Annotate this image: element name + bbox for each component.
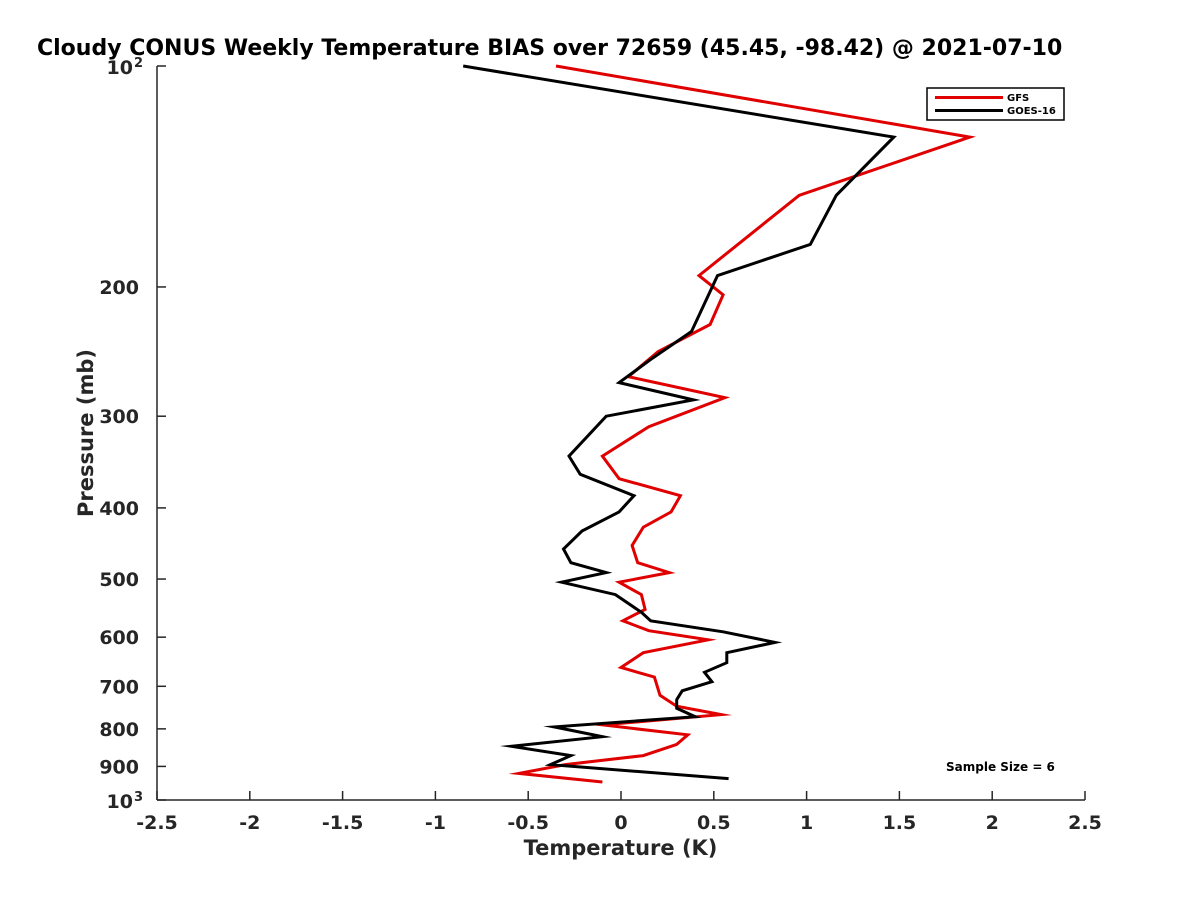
series-layer <box>462 64 976 784</box>
x-tick-label: 1 <box>800 812 813 834</box>
y-tick-label: 600 <box>99 627 139 649</box>
x-tick-label: 1.5 <box>883 812 917 834</box>
y-tick-label: 500 <box>99 569 139 591</box>
x-tick-label: -1.5 <box>322 812 364 834</box>
y-tick-label: 10 <box>107 791 133 813</box>
legend-box <box>926 87 1065 121</box>
x-axis-label: Temperature (K) <box>524 836 718 860</box>
x-tick-label: 0 <box>614 812 627 834</box>
y-tick-label: 900 <box>99 756 139 778</box>
y-tick-label: 800 <box>99 719 139 741</box>
x-tick-label: 2 <box>986 812 999 834</box>
legend-label-gfs: GFS <box>1007 93 1029 104</box>
y-tick-label: 700 <box>99 676 139 698</box>
y-tick-exponent: 2 <box>134 56 143 71</box>
x-tick-label: -2.5 <box>136 812 178 834</box>
y-tick-label: 10 <box>107 57 133 79</box>
y-tick-label: 400 <box>99 498 139 520</box>
y-tick-label: 200 <box>99 277 139 299</box>
x-tick-label: -0.5 <box>507 812 549 834</box>
chart-title: Cloudy CONUS Weekly Temperature BIAS ove… <box>37 36 1062 61</box>
legend-label-goes16: GOES-16 <box>1007 106 1056 117</box>
x-tick-label: 0.5 <box>697 812 731 834</box>
x-tick-label: -1 <box>425 812 446 834</box>
series-line-goes16 <box>462 64 897 781</box>
sample-size-annotation: Sample Size = 6 <box>946 760 1055 774</box>
axes: -2.5 -2 -1.5 -1 -0.5 0 0.5 1 1.5 2 2.510 2200300400… <box>99 56 1102 834</box>
x-tick-label: 2.5 <box>1068 812 1102 834</box>
x-tick-label: -2 <box>239 812 260 834</box>
y-tick-label: 300 <box>99 406 139 428</box>
y-axis-label: Pressure (mb) <box>74 349 98 517</box>
legend: GFS GOES-16 <box>926 87 1065 121</box>
series-line-gfs <box>508 64 976 784</box>
y-tick-exponent: 3 <box>134 790 143 805</box>
